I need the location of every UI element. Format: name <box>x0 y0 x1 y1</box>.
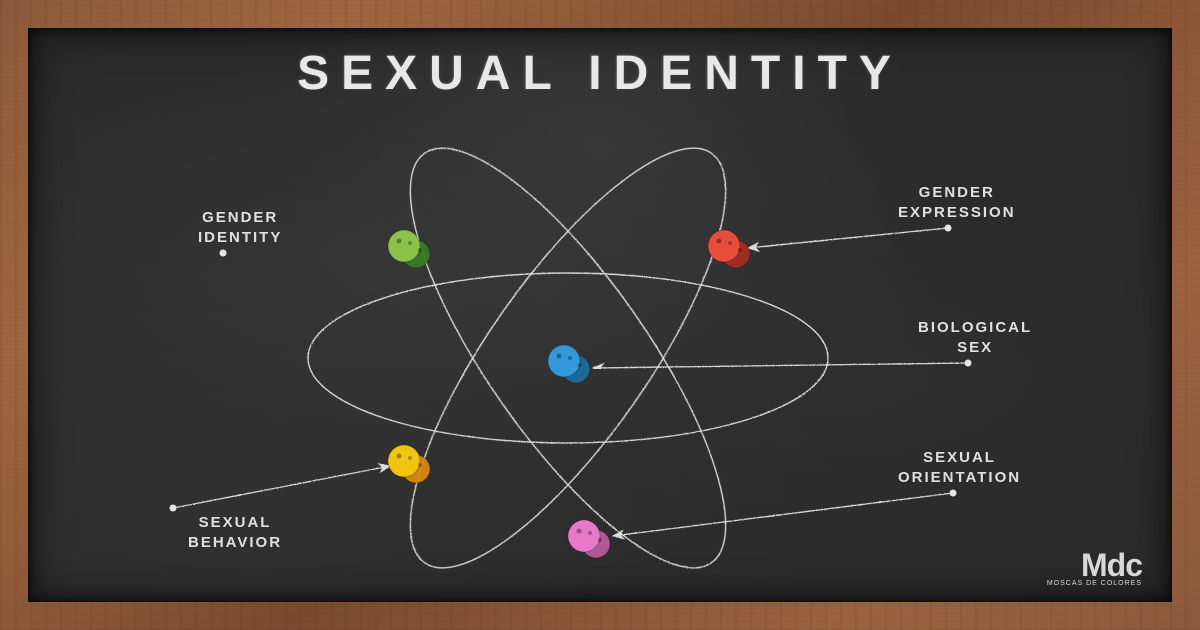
node-sexual-orientation <box>568 520 610 558</box>
label-gender-expression: GENDEREXPRESSION <box>898 183 1016 222</box>
label-sexual-behavior: SEXUALBEHAVIOR <box>188 513 282 552</box>
atom-diagram: GENDERIDENTITY GENDEREXPRESSION BIOLOGICAL… <box>28 108 1172 598</box>
label-gender-identity: GENDERIDENTITY <box>198 208 282 247</box>
label-arrow-gender-expression <box>748 228 948 248</box>
node-gender-identity <box>388 230 430 268</box>
node-sexual-behavior <box>388 445 430 483</box>
wooden-frame: SEXUAL IDENTITY GENDERIDENTITY GENDEREXPR… <box>0 0 1200 630</box>
main-title: SEXUAL IDENTITY <box>28 46 1172 101</box>
logo-main: Mdc <box>1047 547 1142 584</box>
label-biological-sex: BIOLOGICALSEX <box>918 318 1032 357</box>
logo-sub: MOSCAS DE COLORES <box>1047 580 1142 587</box>
chalkboard: SEXUAL IDENTITY GENDERIDENTITY GENDEREXPR… <box>28 28 1172 602</box>
label-arrow-biological-sex <box>593 363 968 368</box>
label-arrow-sexual-orientation <box>613 493 953 536</box>
node-gender-expression <box>708 230 750 268</box>
node-biological-sex <box>548 345 590 383</box>
label-sexual-orientation: SEXUALORIENTATION <box>898 448 1021 487</box>
label-arrow-sexual-behavior <box>173 466 390 508</box>
logo: Mdc MOSCAS DE COLORES <box>1047 547 1142 587</box>
